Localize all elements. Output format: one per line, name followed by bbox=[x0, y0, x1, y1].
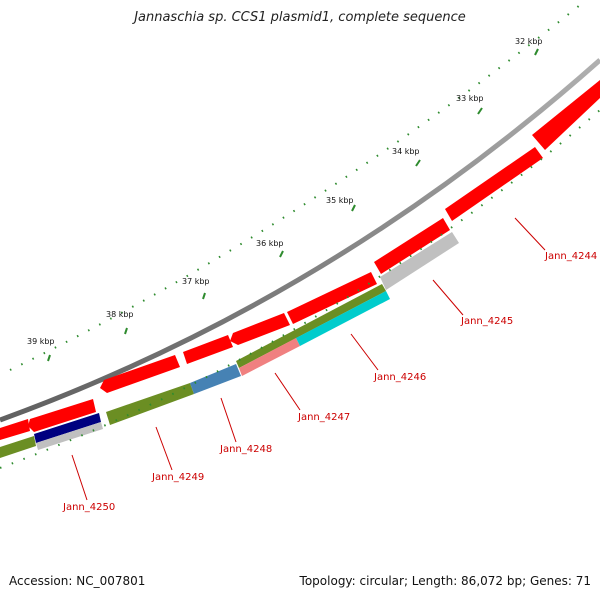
topology-text: Topology: circular; Length: 86,072 bp; G… bbox=[299, 574, 591, 588]
gene-label-jann-4247: Jann_4247 bbox=[297, 412, 350, 423]
kbp-tick-marks bbox=[47, 48, 539, 362]
gene-label-jann-4246: Jann_4246 bbox=[373, 372, 426, 383]
accession-text: Accession: NC_007801 bbox=[9, 574, 146, 588]
kbp-labels: 32 kbp 33 kbp 34 kbp 35 kbp 36 kbp 37 kb… bbox=[27, 37, 543, 346]
gene-labels: Jann_4244 Jann_4245 Jann_4246 Jann_4247 … bbox=[62, 251, 597, 513]
gene-navy bbox=[34, 413, 101, 443]
tick-label: 38 kbp bbox=[106, 310, 134, 319]
tick-label: 36 kbp bbox=[256, 239, 284, 248]
gene-olive bbox=[236, 284, 386, 368]
sequence-backbone bbox=[0, 58, 600, 423]
map-title: Jannaschia sp. CCS1 plasmid1, complete s… bbox=[134, 10, 466, 25]
gene-label-jann-4248: Jann_4248 bbox=[219, 444, 272, 455]
gene-arrow bbox=[374, 218, 450, 274]
gene-grey bbox=[380, 232, 459, 290]
gene-salmon bbox=[239, 338, 300, 376]
gene-olive bbox=[0, 436, 36, 458]
gene-label-jann-4249: Jann_4249 bbox=[151, 472, 204, 483]
tick-label: 37 kbp bbox=[182, 277, 210, 286]
gene-arrow bbox=[287, 272, 377, 324]
gene-label-jann-4244: Jann_4244 bbox=[544, 251, 597, 262]
tick-label: 32 kbp bbox=[515, 37, 543, 46]
gene-grey bbox=[36, 422, 103, 450]
tick-label: 34 kbp bbox=[392, 147, 420, 156]
gene-leader-lines bbox=[71, 217, 546, 501]
gene-arrow bbox=[28, 399, 96, 432]
tick-label: 39 kbp bbox=[27, 337, 55, 346]
gene-arrow bbox=[0, 419, 30, 440]
gene-label-jann-4250: Jann_4250 bbox=[62, 502, 115, 513]
gene-arrow bbox=[100, 355, 180, 393]
gene-cyan bbox=[296, 291, 390, 346]
tick-label: 33 kbp bbox=[456, 94, 484, 103]
gene-arrow bbox=[445, 147, 543, 221]
gene-steelblue bbox=[190, 364, 241, 394]
inner-tick-ring bbox=[0, 109, 600, 469]
gene-arrow bbox=[532, 80, 600, 150]
tick-label: 35 kbp bbox=[326, 196, 354, 205]
gene-arrow bbox=[230, 313, 290, 345]
gene-arrow bbox=[183, 335, 233, 364]
gene-label-jann-4245: Jann_4245 bbox=[460, 316, 513, 327]
forward-strand-genes bbox=[0, 80, 600, 440]
